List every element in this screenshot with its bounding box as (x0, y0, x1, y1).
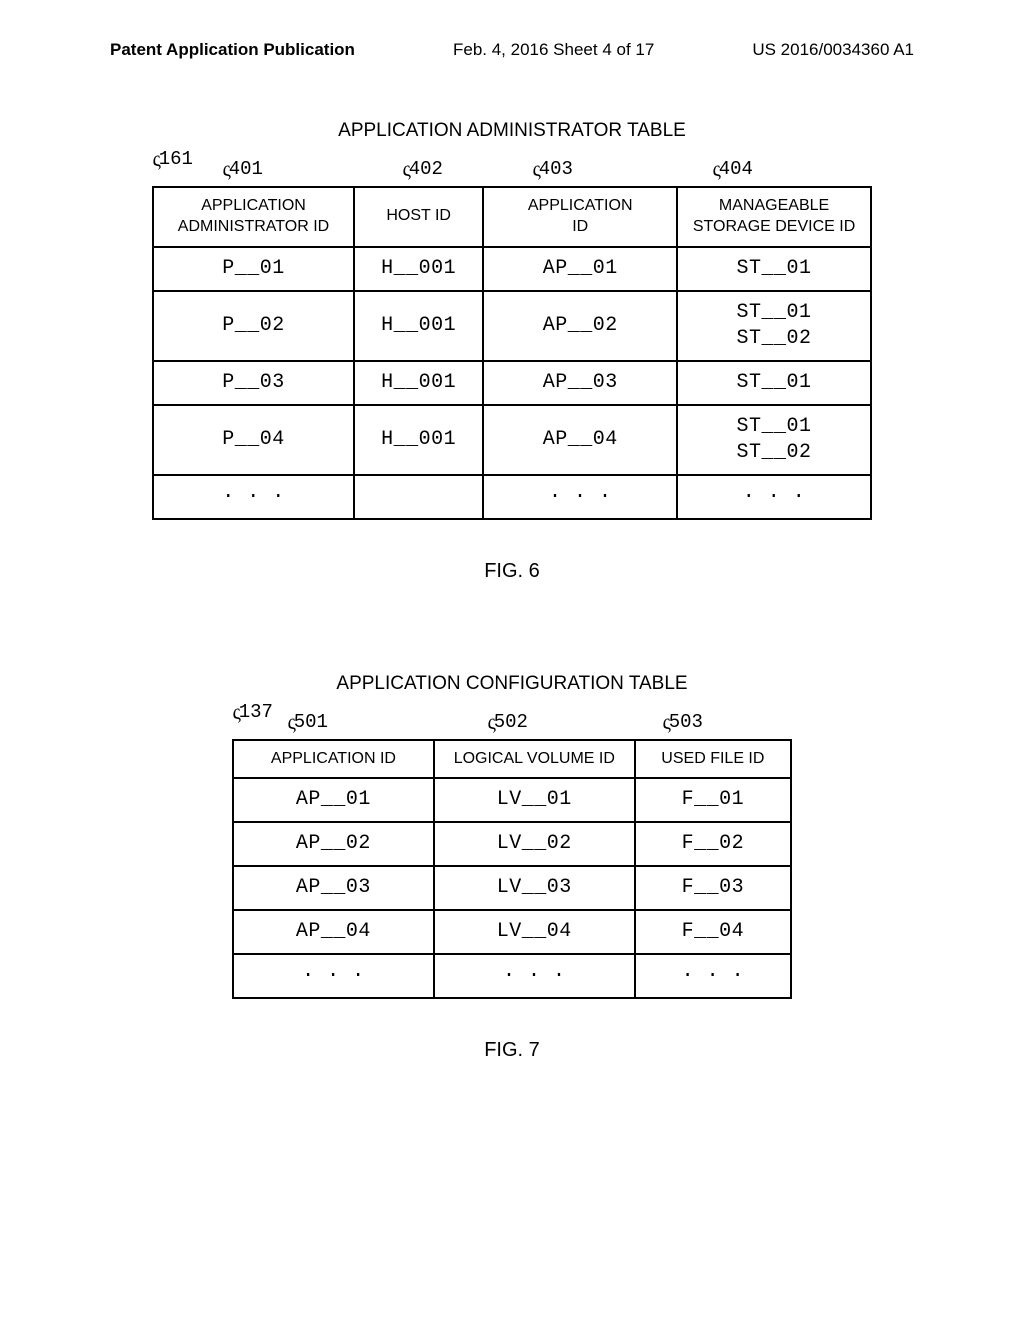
table-row: · · ·· · ·· · · (153, 475, 871, 519)
column-header: APPLICATION ID (483, 187, 677, 247)
table-cell: AP__01 (233, 778, 434, 822)
table-cell (354, 475, 483, 519)
col-ref: ς404 (712, 156, 753, 182)
header-left: Patent Application Publication (110, 40, 355, 60)
column-header: USED FILE ID (635, 740, 791, 779)
table-cell: ST__01 ST__02 (677, 405, 871, 475)
col-ref: ς503 (662, 709, 703, 735)
table-cell: H__001 (354, 405, 483, 475)
table-row: AP__04LV__04F__04 (233, 910, 791, 954)
header-right: US 2016/0034360 A1 (752, 40, 914, 60)
table-cell: ST__01 ST__02 (677, 291, 871, 361)
table1-caption: FIG. 6 (152, 560, 872, 583)
table-row: P__03H__001AP__03ST__01 (153, 361, 871, 405)
table-cell: AP__03 (483, 361, 677, 405)
table-cell: AP__03 (233, 866, 434, 910)
table-cell: P__02 (153, 291, 354, 361)
table-cell: H__001 (354, 291, 483, 361)
table-cell: F__04 (635, 910, 791, 954)
table-row: AP__03LV__03F__03 (233, 866, 791, 910)
table2: APPLICATION IDLOGICAL VOLUME IDUSED FILE… (232, 739, 792, 1000)
table-cell: LV__03 (434, 866, 635, 910)
col-ref: ς401 (222, 156, 263, 182)
table2-refnums: ς137 ς501ς502ς503 (232, 703, 792, 739)
table-cell: · · · (153, 475, 354, 519)
table-cell: · · · (434, 954, 635, 998)
column-header: APPLICATION ID (233, 740, 434, 779)
table-row: AP__01LV__01F__01 (233, 778, 791, 822)
table1-main-ref: ς161 (152, 146, 193, 172)
table-row: P__01H__001AP__01ST__01 (153, 247, 871, 291)
table1-refnums: ς161 ς401ς402ς403ς404 (152, 150, 872, 186)
table1: APPLICATION ADMINISTRATOR IDHOST IDAPPLI… (152, 186, 872, 520)
table-cell: H__001 (354, 247, 483, 291)
table-cell: · · · (483, 475, 677, 519)
table-cell: F__01 (635, 778, 791, 822)
col-ref: ς402 (402, 156, 443, 182)
column-header: MANAGEABLE STORAGE DEVICE ID (677, 187, 871, 247)
table2-container: APPLICATION CONFIGURATION TABLE ς137 ς50… (232, 673, 792, 1063)
table-row: AP__02LV__02F__02 (233, 822, 791, 866)
table-cell: AP__04 (483, 405, 677, 475)
table-cell: P__01 (153, 247, 354, 291)
table-row: P__04H__001AP__04ST__01 ST__02 (153, 405, 871, 475)
header-center: Feb. 4, 2016 Sheet 4 of 17 (453, 40, 654, 60)
table-cell: AP__02 (483, 291, 677, 361)
table-cell: AP__02 (233, 822, 434, 866)
table1-container: APPLICATION ADMINISTRATOR TABLE ς161 ς40… (152, 120, 872, 583)
table-cell: P__03 (153, 361, 354, 405)
table2-main-ref: ς137 (232, 699, 273, 725)
table-cell: F__02 (635, 822, 791, 866)
col-ref: ς501 (287, 709, 328, 735)
table-cell: AP__01 (483, 247, 677, 291)
table-cell: AP__04 (233, 910, 434, 954)
table-cell: LV__02 (434, 822, 635, 866)
table-cell: · · · (635, 954, 791, 998)
column-header: APPLICATION ADMINISTRATOR ID (153, 187, 354, 247)
table-cell: P__04 (153, 405, 354, 475)
table1-title: APPLICATION ADMINISTRATOR TABLE (152, 120, 872, 142)
table-cell: · · · (233, 954, 434, 998)
table-cell: LV__04 (434, 910, 635, 954)
table2-caption: FIG. 7 (232, 1039, 792, 1062)
table-cell: · · · (677, 475, 871, 519)
table-cell: F__03 (635, 866, 791, 910)
page-header: Patent Application Publication Feb. 4, 2… (100, 40, 924, 60)
table-row: · · ·· · ·· · · (233, 954, 791, 998)
table2-title: APPLICATION CONFIGURATION TABLE (232, 673, 792, 695)
table-cell: H__001 (354, 361, 483, 405)
col-ref: ς502 (487, 709, 528, 735)
table-cell: ST__01 (677, 247, 871, 291)
table-row: P__02H__001AP__02ST__01 ST__02 (153, 291, 871, 361)
table-cell: LV__01 (434, 778, 635, 822)
table-cell: ST__01 (677, 361, 871, 405)
column-header: LOGICAL VOLUME ID (434, 740, 635, 779)
col-ref: ς403 (532, 156, 573, 182)
column-header: HOST ID (354, 187, 483, 247)
